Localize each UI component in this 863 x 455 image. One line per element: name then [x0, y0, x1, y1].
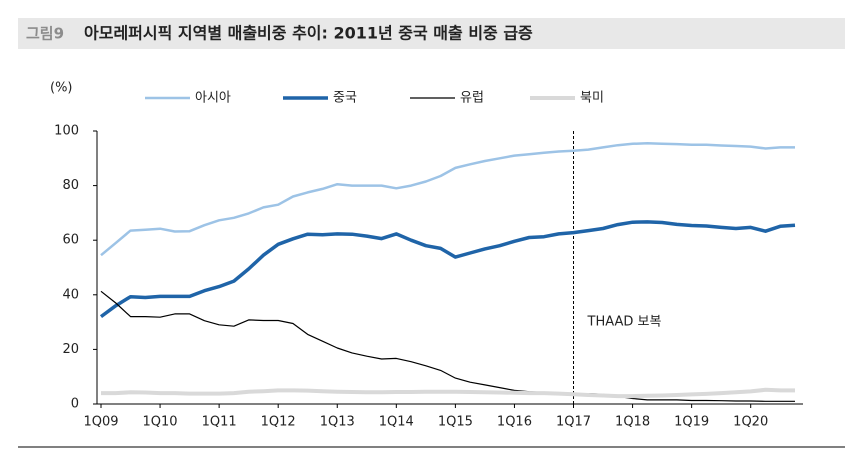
annotation: THAAD 보복 [587, 315, 662, 330]
x-tick-label: 1Q10 [143, 415, 178, 430]
series-line [101, 387, 795, 399]
series-line [100, 290, 795, 402]
x-tick-label: 1Q11 [202, 415, 237, 430]
legend-label: 유럽 [460, 91, 484, 106]
legend-label: 아시아 [195, 91, 231, 106]
y-tick-label: 20 [62, 342, 79, 357]
x-tick-label: 1Q15 [438, 415, 473, 430]
legend-label: 중국 [333, 91, 357, 106]
x-tick-label: 1Q14 [379, 415, 414, 430]
x-tick-label: 1Q19 [674, 415, 709, 430]
series-line [100, 142, 795, 257]
legend-label: 북미 [580, 91, 604, 106]
y-tick-label: 100 [54, 124, 79, 139]
x-tick-label: 1Q20 [733, 415, 768, 430]
x-tick-label: 1Q09 [83, 415, 118, 430]
y-tick-label: 60 [62, 233, 79, 248]
figure-label: 그림9 [26, 25, 64, 43]
x-tick-label: 1Q17 [556, 415, 591, 430]
y-tick-label: 40 [62, 287, 79, 302]
series-line [99, 220, 796, 319]
y-tick-label: 80 [62, 178, 79, 193]
x-tick-label: 1Q16 [497, 415, 532, 430]
y-axis-label: (%) [50, 81, 73, 96]
x-tick-label: 1Q18 [615, 415, 650, 430]
x-tick-label: 1Q12 [261, 415, 296, 430]
y-tick-label: 0 [71, 397, 79, 412]
title-bar [18, 18, 845, 49]
x-tick-label: 1Q13 [320, 415, 355, 430]
chart-title: 아모레퍼시픽 지역별 매출비중 추이: 2011년 중국 매출 비중 급증 [84, 24, 533, 43]
